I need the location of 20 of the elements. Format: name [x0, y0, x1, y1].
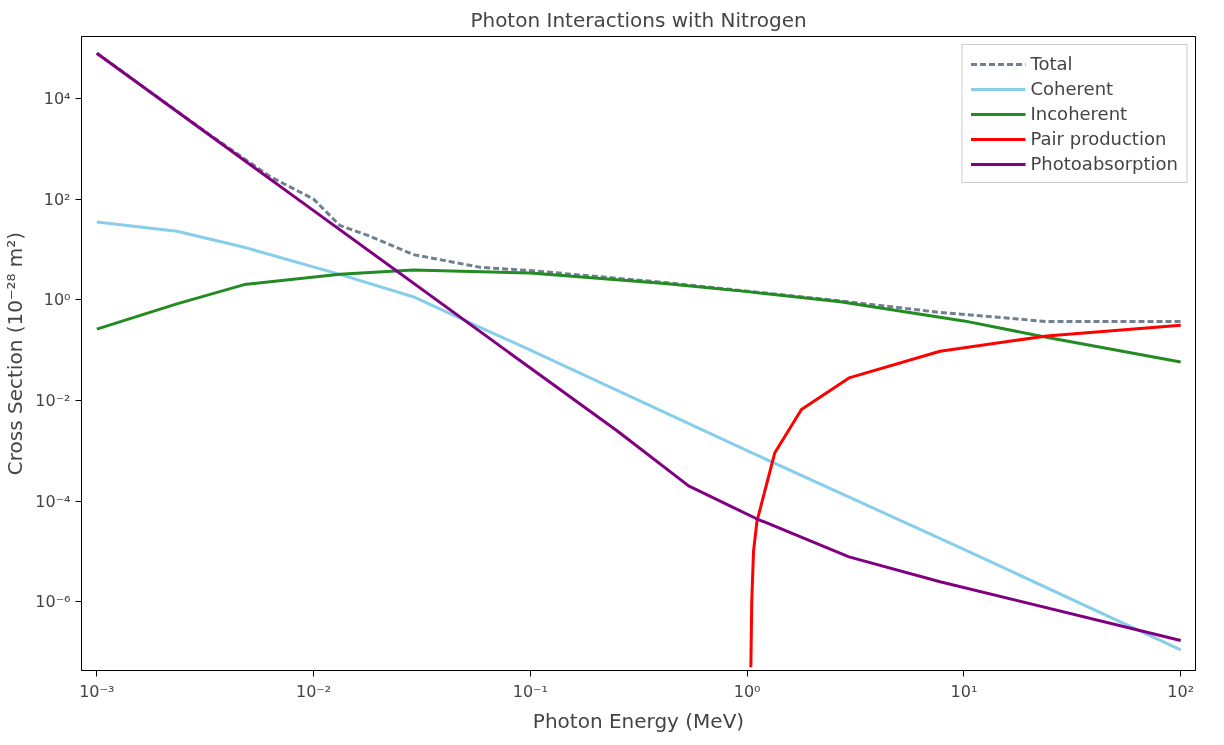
x-tick-label: 10⁰: [733, 681, 761, 701]
y-tick-label: 10⁻²: [35, 390, 71, 410]
y-tick-label: 10²: [43, 189, 71, 209]
legend-label: Pair production: [1030, 128, 1167, 149]
y-tick-label: 10⁻⁴: [35, 491, 71, 511]
y-axis-title: Cross Section (10⁻²⁸ m²): [3, 231, 28, 476]
legend-label: Photoabsorption: [1030, 153, 1178, 174]
x-tick-label: 10⁻³: [79, 681, 115, 701]
x-tick-label: 10¹: [950, 681, 978, 701]
y-tick-label: 10⁰: [43, 290, 71, 310]
legend-label: Incoherent: [1030, 103, 1128, 124]
x-tick-label: 10²: [1167, 681, 1195, 701]
x-tick-label: 10⁻²: [295, 681, 332, 701]
y-tick-label: 10⁻⁶: [35, 592, 71, 612]
chart-title: Photon Interactions with Nitrogen: [470, 7, 807, 32]
x-tick-label: 10⁻¹: [512, 681, 548, 701]
x-axis-title: Photon Energy (MeV): [532, 708, 745, 733]
legend-label: Coherent: [1030, 78, 1114, 99]
y-tick-label: 10⁴: [43, 88, 71, 108]
legend-label: Total: [1030, 53, 1073, 74]
